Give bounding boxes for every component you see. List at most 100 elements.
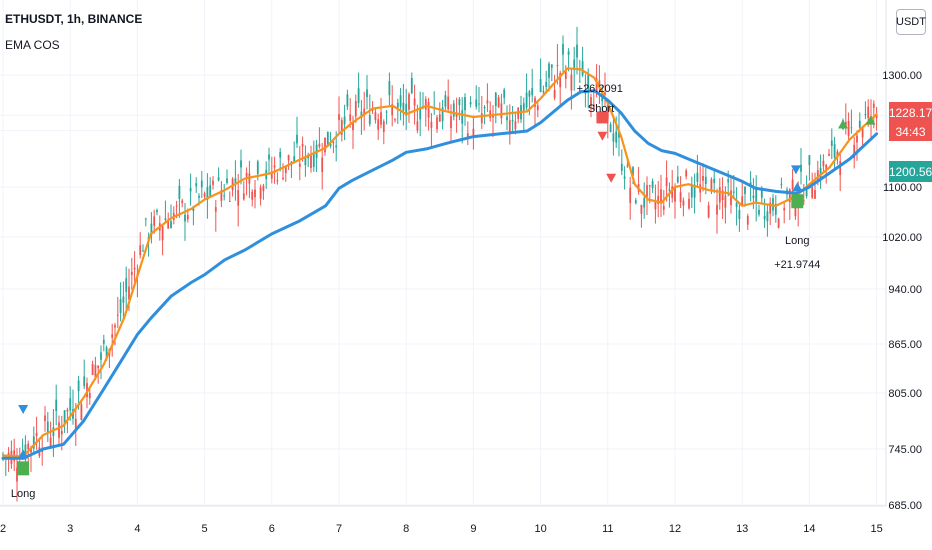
- candle-body: [416, 121, 419, 131]
- candle-body: [363, 108, 366, 115]
- candle-body: [321, 157, 324, 173]
- candle-body: [674, 186, 676, 202]
- candle-body: [234, 178, 237, 184]
- candle-body: [660, 189, 662, 202]
- signal-label: Short: [588, 103, 614, 115]
- candle-body: [217, 177, 220, 181]
- candle-body: [128, 286, 130, 300]
- candle-body: [77, 380, 80, 392]
- candle-body: [553, 89, 556, 98]
- candle-body: [382, 121, 385, 132]
- candle-body: [262, 185, 265, 192]
- candle-body: [769, 202, 772, 214]
- candle-body: [284, 166, 287, 174]
- candle-body: [646, 185, 648, 197]
- candle-body: [430, 121, 433, 128]
- candle-body: [46, 421, 49, 433]
- candle-body: [808, 155, 811, 166]
- candle-body: [500, 103, 503, 119]
- candle-body: [189, 187, 192, 192]
- candle-body: [60, 430, 63, 435]
- candle-body: [710, 179, 713, 190]
- candle-body: [651, 181, 654, 189]
- candle-body: [66, 409, 69, 412]
- x-tick-label: 6: [269, 523, 275, 535]
- candle-body: [693, 184, 696, 198]
- candle-body: [727, 179, 730, 183]
- long-entry-marker-2: [791, 194, 804, 209]
- candle-body: [595, 78, 598, 93]
- candle-body: [142, 250, 144, 252]
- candle-body: [730, 190, 732, 206]
- candle-body: [466, 133, 469, 139]
- candle-body: [167, 220, 170, 229]
- candle-body: [349, 114, 352, 121]
- candle-body: [326, 131, 329, 147]
- candle-body: [91, 364, 94, 376]
- candle-body: [814, 190, 816, 199]
- candle-body: [716, 204, 718, 215]
- candle-body: [206, 186, 209, 200]
- candle-body: [685, 170, 688, 177]
- candle-body: [259, 187, 262, 199]
- candle-body: [464, 97, 466, 111]
- candle-body: [534, 97, 536, 107]
- candle-body: [245, 173, 248, 177]
- candle-body: [783, 207, 786, 211]
- candle-body: [629, 187, 632, 203]
- candle-body: [492, 114, 494, 118]
- candle-body: [853, 144, 856, 159]
- candle-body: [531, 88, 534, 96]
- candle-body: [632, 167, 634, 176]
- candle-body: [839, 161, 842, 176]
- candle-body: [811, 187, 814, 198]
- y-tick-label: 805.00: [888, 388, 922, 400]
- x-tick-label: 13: [736, 523, 748, 535]
- candle-body: [763, 216, 766, 220]
- candle-body: [405, 103, 408, 116]
- symbol-title: ETHUSDT, 1h, BINANCE: [5, 12, 143, 26]
- candle-body: [548, 63, 550, 78]
- candle-body: [304, 156, 307, 166]
- candle-body: [312, 152, 315, 167]
- y-tick-label: 865.00: [888, 339, 922, 351]
- candle-body: [536, 105, 539, 111]
- candle-body: [567, 51, 570, 55]
- candle-body: [377, 119, 380, 130]
- candle-body: [97, 365, 100, 369]
- signal-label: +21.9744: [774, 259, 820, 271]
- candle-body: [212, 180, 214, 185]
- candle-body: [752, 195, 755, 198]
- x-tick-label: 5: [202, 523, 208, 535]
- candle-body: [310, 155, 312, 168]
- candle-body: [83, 376, 86, 387]
- candle-body: [550, 64, 553, 68]
- candle-body: [578, 81, 581, 83]
- candle-body: [576, 44, 578, 58]
- x-tick-label: 2: [0, 523, 6, 535]
- candle-body: [427, 102, 430, 118]
- candle-body: [237, 190, 240, 206]
- candle-body: [447, 96, 450, 110]
- candle-body: [755, 188, 758, 202]
- currency-button[interactable]: USDT: [896, 9, 926, 35]
- candle-body: [368, 115, 371, 125]
- candle-body: [441, 107, 444, 122]
- candle-body: [290, 161, 293, 163]
- candle-body: [690, 186, 693, 198]
- candle-body: [130, 271, 133, 275]
- candle-body: [856, 135, 858, 143]
- candle-body: [7, 452, 10, 456]
- candle-body: [791, 179, 794, 190]
- candle-body: [511, 119, 514, 122]
- candle-body: [338, 114, 340, 121]
- candle-body: [794, 207, 797, 217]
- candle-body: [836, 151, 839, 157]
- candle-body: [847, 120, 850, 136]
- candle-body: [696, 172, 699, 182]
- candle-body: [438, 114, 441, 122]
- candle-body: [164, 218, 167, 220]
- candle-body: [144, 218, 147, 220]
- candle-body: [80, 404, 83, 420]
